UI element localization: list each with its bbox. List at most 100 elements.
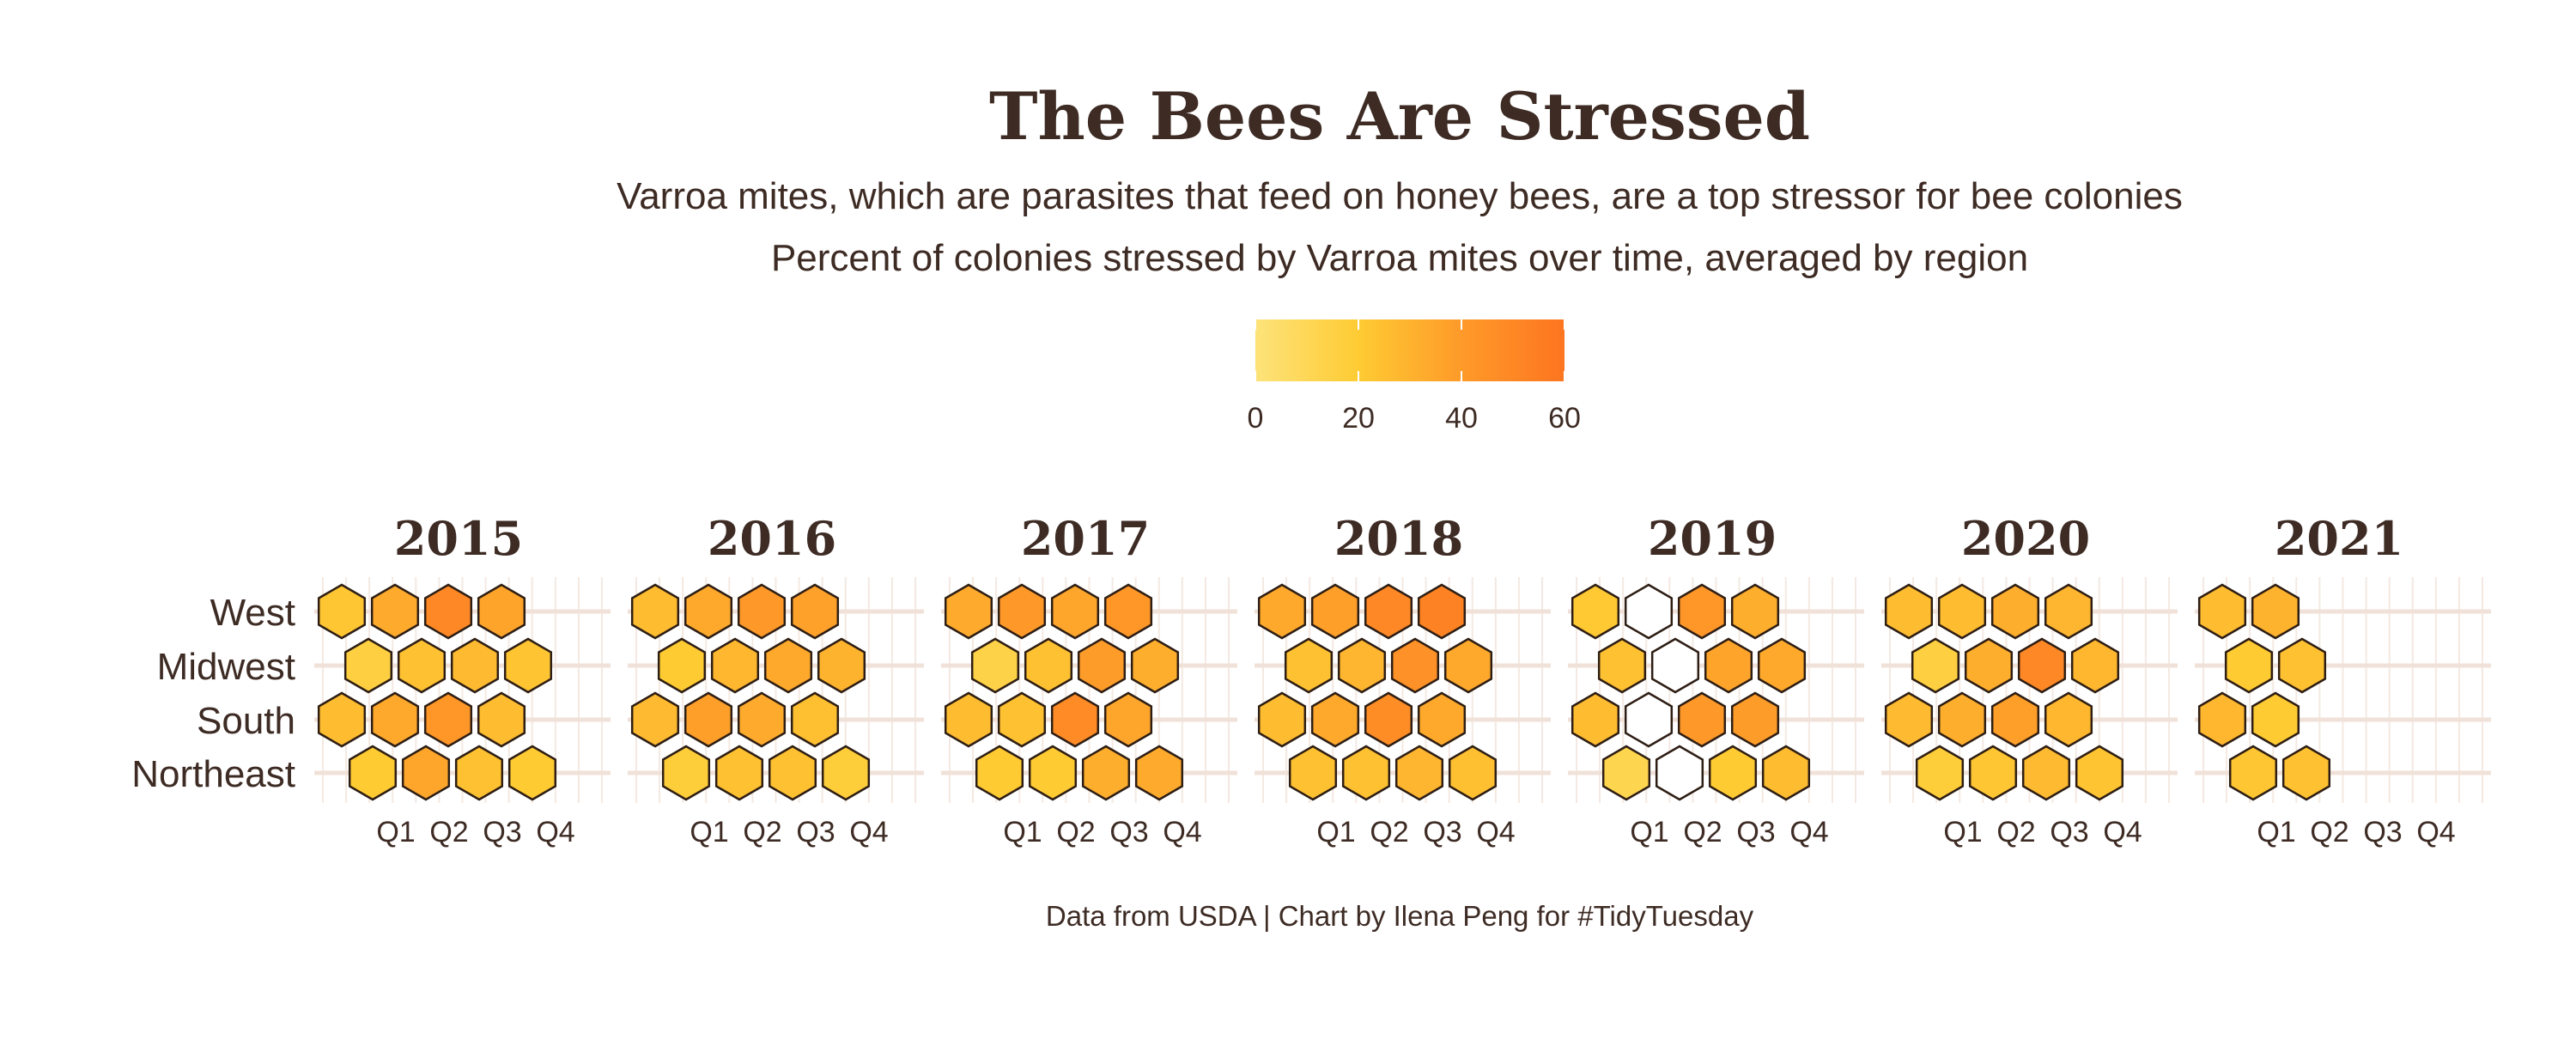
hex-cell-west-q4 — [1103, 583, 1153, 640]
hex-cell-midwest-q4 — [1757, 637, 1807, 694]
quarter-tick-label: Q1 — [2257, 816, 2295, 848]
panel-year-label: 2019 — [1648, 511, 1777, 566]
hex-cell-northeast-q4 — [2075, 745, 2124, 801]
hex-cell-midwest-q3 — [2017, 637, 2067, 694]
region-label-west: West — [210, 592, 295, 634]
hex-cell-west-q3 — [1677, 583, 1727, 640]
hex-cell-northeast-q3 — [2021, 745, 2071, 801]
hex-cell-west-q4 — [1730, 583, 1780, 640]
panel-2015: 2015 Q1 Q2 Q3 Q4 — [314, 511, 611, 848]
quarter-tick-label: Q4 — [536, 816, 574, 848]
hex-cell-midwest-q3 — [1077, 637, 1127, 694]
quarter-tick-label: Q3 — [796, 816, 835, 848]
hex-cell-south-q4 — [790, 691, 840, 748]
hex-cell-south-q4 — [1730, 691, 1780, 748]
hex-cell-south-q3 — [737, 691, 787, 748]
hex-cell-northeast-q4 — [507, 745, 557, 801]
hex-cell-northeast-q2 — [1655, 745, 1704, 801]
hex-cell-midwest-q3 — [763, 637, 813, 694]
quarter-tick-label: Q4 — [2103, 816, 2142, 848]
hex-cell-south-q2 — [997, 691, 1047, 748]
quarter-tick-label: Q1 — [1003, 816, 1042, 848]
panel-year-label: 2015 — [394, 511, 523, 566]
panel-year-label: 2017 — [1021, 511, 1150, 566]
hex-cell-midwest-q4 — [817, 637, 866, 694]
hex-cell-northeast-q2 — [1968, 745, 2018, 801]
legend-ticks: 0 20 40 60 — [1248, 319, 1581, 435]
hex-cell-south-q3 — [1990, 691, 2040, 748]
region-labels: West Midwest South Northeast — [131, 592, 295, 795]
hex-cell-west-q4 — [790, 583, 840, 640]
quarter-tick-label: Q1 — [1630, 816, 1668, 848]
legend-tick-label: 0 — [1248, 402, 1264, 435]
quarter-tick-label: Q2 — [1683, 816, 1722, 848]
hex-cell-midwest-q3 — [1390, 637, 1440, 694]
hex-cell-south-q1 — [944, 691, 993, 748]
region-label-northeast: Northeast — [131, 753, 295, 795]
panel-2016: 2016 Q1 Q2 Q3 Q4 — [628, 511, 924, 848]
hex-cell-south-q2 — [1937, 691, 1987, 748]
hex-cell-midwest-q2 — [1337, 637, 1387, 694]
chart-subtitle-line-1: Varroa mites, which are parasites that f… — [617, 175, 2183, 217]
hex-cell-midwest-q4 — [2070, 637, 2120, 694]
hex-cell-south-q3 — [1364, 691, 1413, 748]
hex-cell-northeast-q2 — [2281, 745, 2331, 801]
hex-cell-northeast-q3 — [768, 745, 817, 801]
quarter-tick-label: Q3 — [1109, 816, 1148, 848]
hex-cell-west-q2 — [683, 583, 733, 640]
hex-cell-midwest-q2 — [710, 637, 760, 694]
hex-cell-west-q4 — [477, 583, 526, 640]
chart-title: The Bees Are Stressed — [989, 78, 1810, 155]
hex-cell-south-q2 — [1624, 691, 1674, 748]
hex-cell-northeast-q2 — [1341, 745, 1391, 801]
hex-cell-midwest-q2 — [1964, 637, 2014, 694]
hex-cell-west-q1 — [1571, 583, 1620, 640]
quarter-tick-label: Q3 — [1736, 816, 1775, 848]
quarter-tick-label: Q1 — [1316, 816, 1355, 848]
quarter-tick-label: Q2 — [1996, 816, 2035, 848]
hex-cell-midwest-q2 — [2277, 637, 2327, 694]
hex-cell-midwest-q2 — [1024, 637, 1073, 694]
quarter-tick-label: Q1 — [376, 816, 415, 848]
hex-cell-west-q3 — [1990, 583, 2040, 640]
panel-year-label: 2016 — [708, 511, 836, 566]
hex-cell-south-q4 — [1103, 691, 1153, 748]
quarter-tick-label: Q3 — [2050, 816, 2088, 848]
hex-cell-west-q4 — [1417, 583, 1467, 640]
hex-cell-northeast-q4 — [1134, 745, 1184, 801]
hex-cell-south-q4 — [477, 691, 526, 748]
hex-cell-west-q3 — [423, 583, 473, 640]
hex-cell-west-q1 — [317, 583, 367, 640]
hex-cell-south-q3 — [423, 691, 473, 748]
hex-cell-midwest-q4 — [1130, 637, 1180, 694]
quarter-tick-label: Q4 — [2416, 816, 2455, 848]
panel-2017: 2017 Q1 Q2 Q3 Q4 — [941, 511, 1237, 848]
panel-2019: 2019 Q1 Q2 Q3 Q4 — [1568, 511, 1864, 848]
hex-cell-south-q4 — [1417, 691, 1467, 748]
hex-cell-midwest-q1 — [657, 637, 707, 694]
hex-cell-south-q1 — [630, 691, 680, 748]
hex-cell-south-q1 — [1571, 691, 1620, 748]
panel-2021: 2021 Q1 Q2 Q3 Q4 — [2195, 511, 2491, 848]
quarter-tick-label: Q3 — [2363, 816, 2402, 848]
hex-cell-midwest-q3 — [450, 637, 500, 694]
hex-cell-south-q2 — [683, 691, 733, 748]
panel-year-label: 2018 — [1334, 511, 1463, 566]
hex-cell-west-q4 — [2044, 583, 2093, 640]
hex-cell-midwest-q1 — [970, 637, 1020, 694]
hex-cell-west-q3 — [737, 583, 787, 640]
panel-year-label: 2021 — [2275, 511, 2403, 566]
hex-cell-northeast-q1 — [975, 745, 1024, 801]
hex-cell-west-q2 — [997, 583, 1047, 640]
hex-cell-midwest-q4 — [503, 637, 553, 694]
hex-cell-south-q2 — [1310, 691, 1360, 748]
hex-cell-northeast-q4 — [1761, 745, 1811, 801]
legend-tick-label: 60 — [1548, 402, 1581, 435]
quarter-tick-label: Q2 — [1056, 816, 1095, 848]
hex-cell-south-q4 — [2044, 691, 2093, 748]
quarter-tick-label: Q4 — [849, 816, 888, 848]
quarter-tick-label: Q3 — [1423, 816, 1461, 848]
hex-cell-northeast-q1 — [1601, 745, 1651, 801]
region-label-midwest: Midwest — [157, 646, 295, 688]
legend-tick-label: 40 — [1445, 402, 1478, 435]
